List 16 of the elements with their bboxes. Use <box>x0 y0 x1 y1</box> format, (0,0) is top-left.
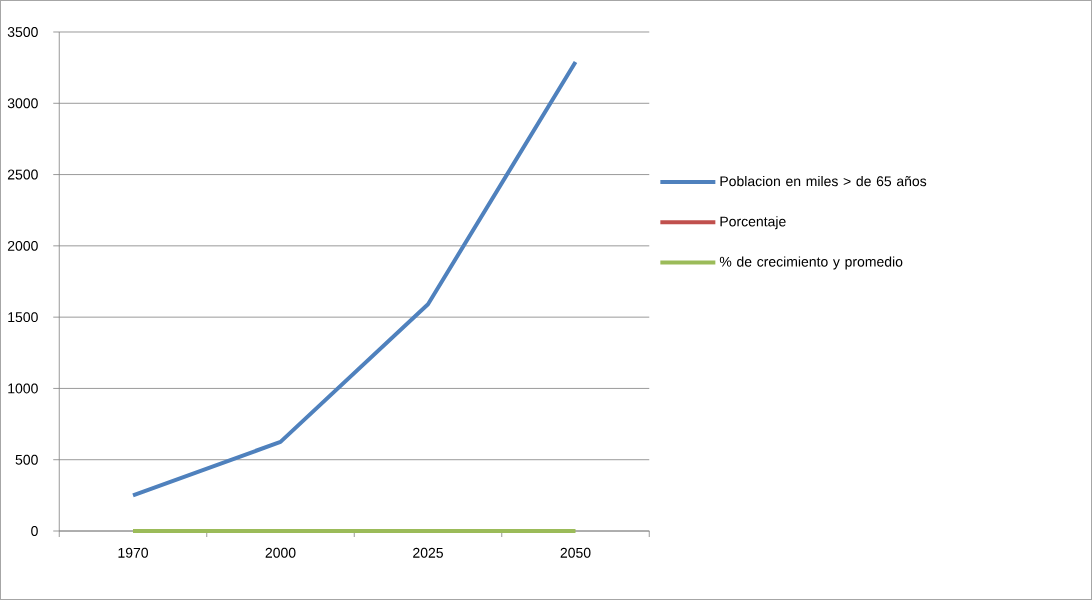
x-tick-label: 1970 <box>118 547 149 558</box>
line-series <box>131 59 578 498</box>
x-tick-label: 2050 <box>560 547 591 558</box>
y-tick-label: 3000 <box>7 98 38 109</box>
legend-label: Porcentaje <box>720 216 786 230</box>
legend-label: Poblacion en miles > de 65 años <box>720 175 927 187</box>
x-tick-label: 2025 <box>413 547 443 558</box>
y-tick-label: 2500 <box>7 169 38 180</box>
y-tick-label: 1000 <box>8 383 38 394</box>
legend-label: % de crecimiento y promedio <box>719 256 903 270</box>
y-tick-label: 0 <box>31 526 38 536</box>
x-tick-label: 2000 <box>265 547 296 558</box>
y-tick-label: 2000 <box>7 240 38 251</box>
y-tick-label: 3500 <box>7 27 38 37</box>
y-tick-label: 500 <box>15 454 38 465</box>
y-tick-label: 1500 <box>8 312 38 323</box>
